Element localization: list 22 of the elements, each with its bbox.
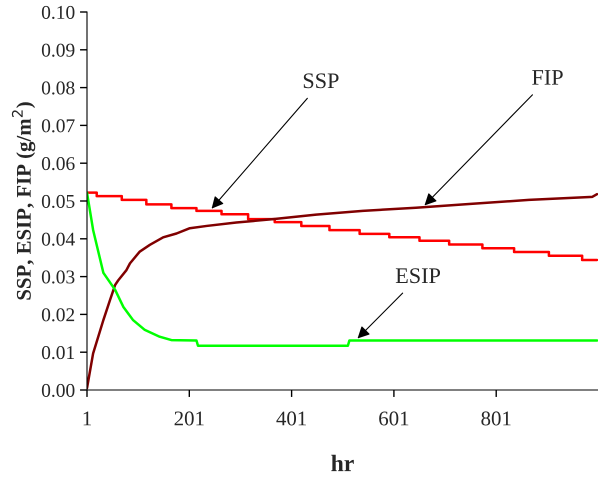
x-tick-label: 1: [84, 412, 91, 426]
x-tick-label: 401: [276, 411, 306, 426]
y-tick-label: 0.08: [42, 81, 74, 95]
annotation: SSP: [304, 73, 339, 88]
y-tick-label: 0.09: [42, 44, 74, 57]
line-series: [87, 191, 598, 348]
y-tick-label: 0.07: [42, 119, 75, 132]
annotation: ESIP: [396, 268, 440, 284]
y-axis-title: SSP, ESIP, FIP (g/m$^{2}$): [12, 102, 36, 300]
y-tick-label: 0.06: [42, 157, 75, 170]
x-tick-label: 601: [379, 411, 408, 426]
y-tick-label: 0.02: [42, 308, 74, 322]
annotation: FIP: [532, 70, 563, 85]
x-tick-label: 201: [174, 411, 204, 426]
y-tick-label: 0.04: [42, 232, 75, 246]
y-tick-label: 0.10: [42, 6, 74, 20]
y-tick-label: 0.05: [42, 194, 74, 208]
x-axis-title: hr: [331, 454, 354, 472]
x-tick-label: 801: [481, 411, 511, 426]
y-tick-label: 0.01: [42, 346, 74, 360]
y-tick-label: 0.03: [42, 270, 74, 284]
y-tick-label: 0.00: [42, 384, 74, 398]
